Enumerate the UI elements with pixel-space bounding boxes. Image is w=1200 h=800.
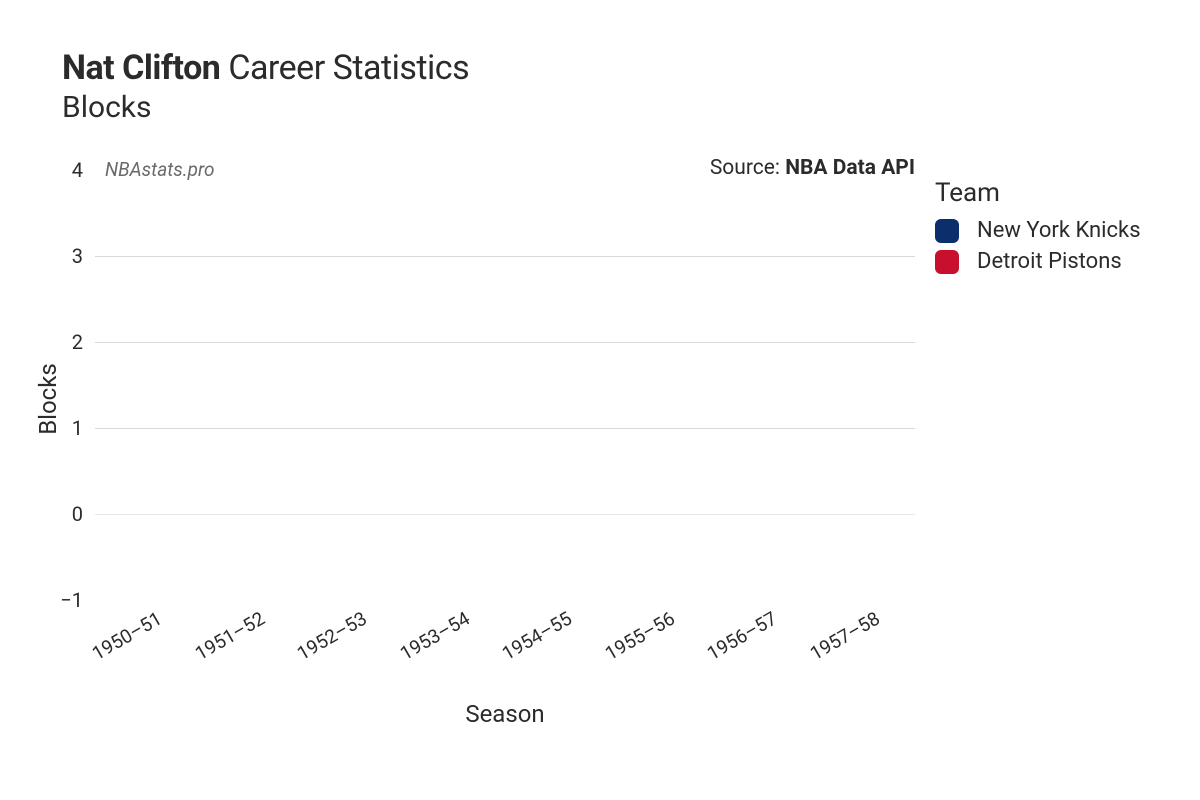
x-tick-label: 1954–55 bbox=[498, 607, 576, 665]
chart-title: Nat Clifton Career Statistics bbox=[62, 48, 469, 88]
y-tick-label: 4 bbox=[72, 158, 95, 182]
x-tick-label: 1952–53 bbox=[293, 607, 371, 665]
source-prefix: Source: bbox=[710, 156, 785, 180]
y-axis-label: Blocks bbox=[34, 363, 62, 435]
legend-item: New York Knicks bbox=[935, 218, 1141, 243]
legend-swatch bbox=[935, 219, 959, 243]
y-tick-label: −1 bbox=[60, 588, 95, 612]
gridline bbox=[95, 342, 915, 343]
gridline bbox=[95, 256, 915, 257]
watermark-text: NBAstats.pro bbox=[105, 158, 215, 181]
chart-title-block: Nat Clifton Career Statistics Blocks bbox=[62, 48, 469, 125]
legend-title: Team bbox=[935, 178, 1141, 208]
gridline bbox=[95, 514, 915, 515]
x-tick-label: 1951–52 bbox=[191, 607, 269, 665]
legend-swatch bbox=[935, 250, 959, 274]
x-axis-label: Season bbox=[95, 700, 915, 728]
x-tick-label: 1953–54 bbox=[396, 607, 474, 665]
y-tick-label: 0 bbox=[72, 502, 95, 526]
player-name: Nat Clifton bbox=[62, 48, 220, 88]
chart-subtitle: Blocks bbox=[62, 90, 469, 125]
source-name: NBA Data API bbox=[785, 156, 915, 180]
legend-label: New York Knicks bbox=[977, 218, 1141, 243]
title-rest: Career Statistics bbox=[228, 48, 469, 88]
legend-item: Detroit Pistons bbox=[935, 249, 1141, 274]
gridline bbox=[95, 428, 915, 429]
x-tick-label: 1955–56 bbox=[601, 607, 679, 665]
legend-label: Detroit Pistons bbox=[977, 249, 1122, 274]
y-tick-label: 1 bbox=[72, 416, 95, 440]
y-tick-label: 3 bbox=[72, 244, 95, 268]
y-tick-label: 2 bbox=[72, 330, 95, 354]
chart-plot-area: NBAstats.pro Source: NBA Data API Season… bbox=[95, 170, 915, 600]
x-tick-label: 1957–58 bbox=[806, 607, 884, 665]
source-attribution: Source: NBA Data API bbox=[710, 156, 915, 180]
x-tick-label: 1950–51 bbox=[88, 607, 166, 665]
legend: Team New York Knicks Detroit Pistons bbox=[935, 178, 1141, 280]
x-tick-label: 1956–57 bbox=[703, 607, 781, 665]
